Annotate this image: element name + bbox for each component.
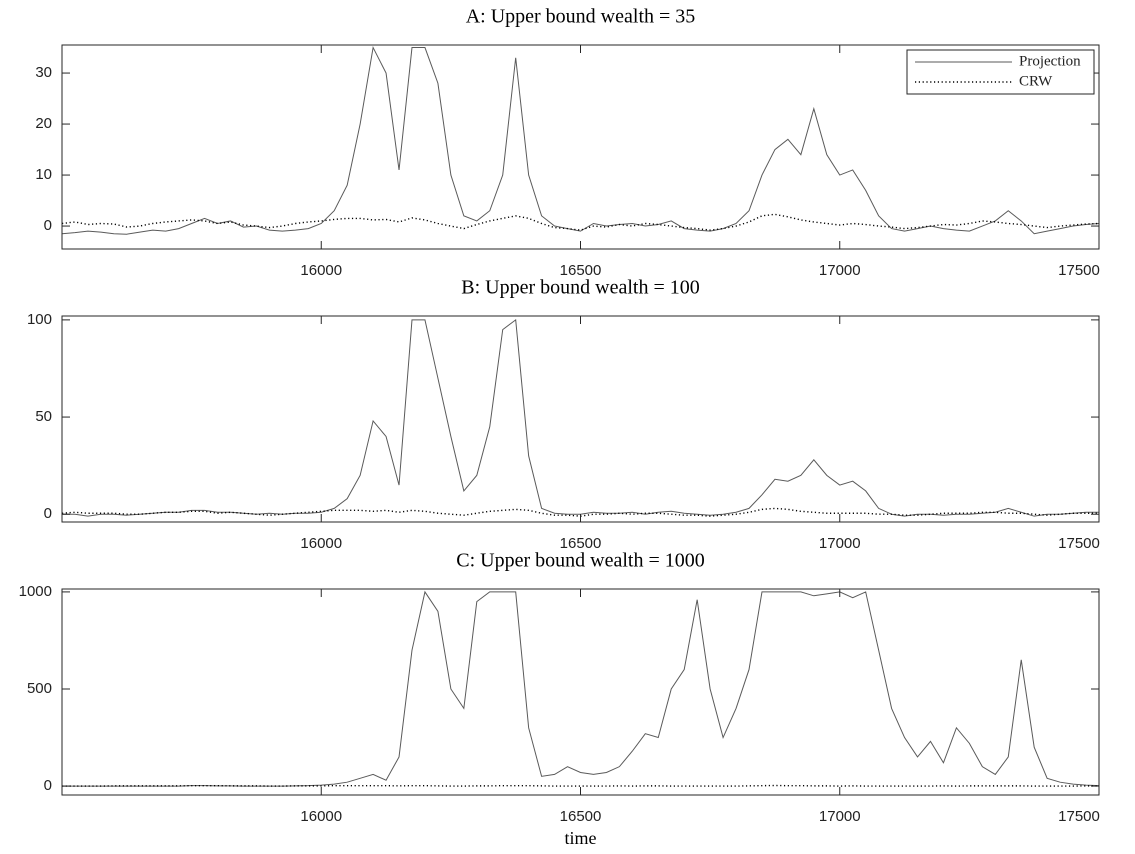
series-line bbox=[62, 318, 1099, 517]
chart-title: B: Upper bound wealth = 100 bbox=[461, 277, 699, 299]
y-tick-label: 10 bbox=[35, 166, 52, 183]
x-tick-label: 17000 bbox=[819, 808, 861, 825]
x-tick-label: 16000 bbox=[300, 535, 342, 552]
y-tick-label: 0 bbox=[44, 505, 52, 522]
plot-frame bbox=[61, 315, 1100, 523]
legend-box bbox=[906, 49, 1095, 95]
y-tick-label: 0 bbox=[44, 777, 52, 794]
x-tick-label: 17500 bbox=[1058, 262, 1100, 279]
x-tick-label: 17500 bbox=[1058, 808, 1100, 825]
legend-label: CRW bbox=[1019, 73, 1053, 89]
x-axis-label: time bbox=[565, 828, 597, 848]
x-tick-label: 16500 bbox=[560, 808, 602, 825]
series-line bbox=[61, 213, 1100, 231]
x-tick-label: 16500 bbox=[560, 535, 602, 552]
x-tick-label: 17500 bbox=[1058, 535, 1100, 552]
series-line bbox=[62, 590, 1100, 787]
x-tick-label: 16500 bbox=[560, 262, 602, 279]
y-tick-label: 0 bbox=[44, 217, 52, 234]
y-tick-label: 1000 bbox=[19, 583, 52, 600]
y-tick-label: 50 bbox=[35, 408, 52, 425]
y-tick-label: 30 bbox=[35, 64, 52, 81]
y-tick-label: 100 bbox=[27, 311, 52, 328]
x-tick-label: 16000 bbox=[300, 262, 342, 279]
x-tick-label: 17000 bbox=[819, 535, 861, 552]
x-tick-label: 17000 bbox=[819, 262, 861, 279]
plot-frame bbox=[61, 588, 1100, 796]
y-tick-label: 500 bbox=[27, 680, 52, 697]
legend-label: Projection bbox=[1019, 53, 1081, 69]
y-tick-label: 20 bbox=[35, 115, 52, 132]
chart-title: A: Upper bound wealth = 35 bbox=[466, 6, 696, 28]
x-tick-label: 16000 bbox=[300, 808, 342, 825]
chart-title: C: Upper bound wealth = 1000 bbox=[456, 550, 704, 572]
